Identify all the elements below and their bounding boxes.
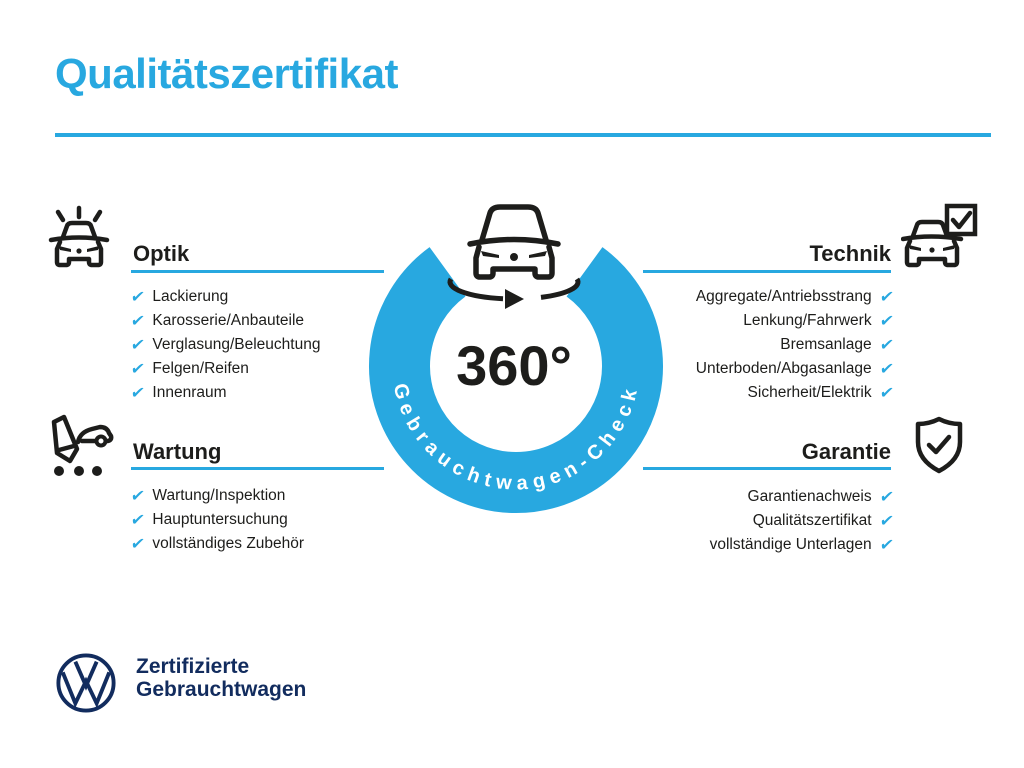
checklist-item-label: Sicherheit/Elektrik xyxy=(747,384,872,401)
check-icon: ✔ xyxy=(878,311,895,330)
checklist-item: ✔ Hauptuntersuchung xyxy=(129,508,304,532)
checklist-item-label: vollständiges Zubehör xyxy=(152,535,305,552)
section-title-optik: Optik xyxy=(133,241,190,266)
checklist-item-label: Garantienachweis xyxy=(747,488,872,505)
title-rule xyxy=(55,133,991,137)
checklist-item: Aggregate/Antriebsstrang ✔ xyxy=(695,285,895,309)
checklist-item-label: Wartung/Inspektion xyxy=(152,487,286,504)
section-underline-technik xyxy=(643,270,891,273)
checklist-item-label: Lackierung xyxy=(152,288,229,305)
check-icon: ✔ xyxy=(878,487,895,506)
section-underline-garantie xyxy=(643,467,891,470)
checklist-item-label: Karosserie/Anbauteile xyxy=(152,312,305,329)
section-title-wartung: Wartung xyxy=(133,439,222,464)
brand-line-1: Zertifizierte xyxy=(136,655,250,678)
section-title-garantie: Garantie xyxy=(801,439,891,464)
vw-logo xyxy=(56,653,116,713)
checklist-item: ✔ vollständiges Zubehör xyxy=(129,532,305,556)
checklist-item: ✔ Wartung/Inspektion xyxy=(129,484,304,508)
checklist-item: Qualitätszertifikat ✔ xyxy=(710,509,895,533)
checklist-item-label: vollständige Unterlagen xyxy=(709,536,872,553)
shield-check-icon xyxy=(915,416,963,474)
check-icon: ✔ xyxy=(878,383,895,402)
checklist-item: ✔ Karosserie/Anbauteile xyxy=(129,309,320,333)
checklist-item-label: Lenkung/Fahrwerk xyxy=(743,312,872,329)
check-icon: ✔ xyxy=(878,335,895,354)
checklist-item: ✔ Lackierung xyxy=(129,285,320,309)
page-title: Qualitätszertifikat xyxy=(55,50,398,97)
check-icon: ✔ xyxy=(129,510,147,529)
rotating-car-icon xyxy=(447,204,581,309)
check-icon: ✔ xyxy=(129,383,147,402)
checklist-item-label: Verglasung/Beleuchtung xyxy=(152,336,321,353)
ring-arc xyxy=(369,247,663,514)
checklist-optik: ✔ Lackierung ✔ Karosserie/Anbauteile ✔ Verg… xyxy=(129,285,321,405)
brand-text: Zertifizierte Gebrauchtwagen xyxy=(136,655,306,701)
check-icon: ✔ xyxy=(129,311,147,330)
checklist-item-label: Bremsanlage xyxy=(780,336,872,353)
car-checkbox-icon xyxy=(901,203,978,268)
check-icon: ✔ xyxy=(878,511,895,530)
checklist-item-label: Felgen/Reifen xyxy=(152,360,249,377)
checklist-item-label: Unterboden/Abgasanlage xyxy=(695,360,872,377)
checklist-item: ✔ Verglasung/Beleuchtung xyxy=(129,333,321,357)
brand-line-2: Gebrauchtwagen xyxy=(136,678,307,701)
ring-360-diagram: Gebrauchtwagen-Check 360° xyxy=(369,204,663,514)
checklist-technik: Aggregate/Antriebsstrang ✔ Lenkung/Fahrwe… xyxy=(695,285,895,405)
check-icon: ✔ xyxy=(878,287,895,306)
checklist-item: Bremsanlage ✔ xyxy=(696,333,895,357)
checklist-item-label: Hauptuntersuchung xyxy=(152,511,288,528)
check-icon: ✔ xyxy=(878,535,895,554)
checklist-item-label: Innenraum xyxy=(152,384,227,401)
checklist-item: Lenkung/Fahrwerk ✔ xyxy=(696,309,895,333)
check-icon: ✔ xyxy=(129,534,147,553)
checklist-item-label: Aggregate/Antriebsstrang xyxy=(695,288,872,305)
check-icon: ✔ xyxy=(129,335,147,354)
checklist-item: ✔ Innenraum xyxy=(129,381,320,405)
section-title-technik: Technik xyxy=(809,241,891,266)
checklist-item: ✔ Felgen/Reifen xyxy=(129,357,320,381)
check-icon: ✔ xyxy=(129,486,147,505)
check-icon: ✔ xyxy=(129,287,147,306)
section-underline-wartung xyxy=(131,467,384,470)
checklist-item: Garantienachweis ✔ xyxy=(710,485,895,509)
checklist-garantie: Garantienachweis ✔ Qualitätszertifikat ✔ v… xyxy=(709,485,895,557)
check-icon: ✔ xyxy=(129,359,147,378)
shine-car-icon xyxy=(48,205,110,268)
checklist-item: Unterboden/Abgasanlage ✔ xyxy=(695,357,895,381)
checklist-wartung: ✔ Wartung/Inspektion ✔ Hauptuntersuchung ✔… xyxy=(129,484,305,556)
checklist-item-label: Qualitätszertifikat xyxy=(752,512,872,529)
pencil-car-icon xyxy=(51,414,114,476)
check-icon: ✔ xyxy=(878,359,895,378)
checklist-item: vollständige Unterlagen ✔ xyxy=(709,533,895,557)
section-underline-optik xyxy=(131,270,384,273)
degree-label: 360° xyxy=(456,334,572,397)
checklist-item: Sicherheit/Elektrik ✔ xyxy=(696,381,895,405)
